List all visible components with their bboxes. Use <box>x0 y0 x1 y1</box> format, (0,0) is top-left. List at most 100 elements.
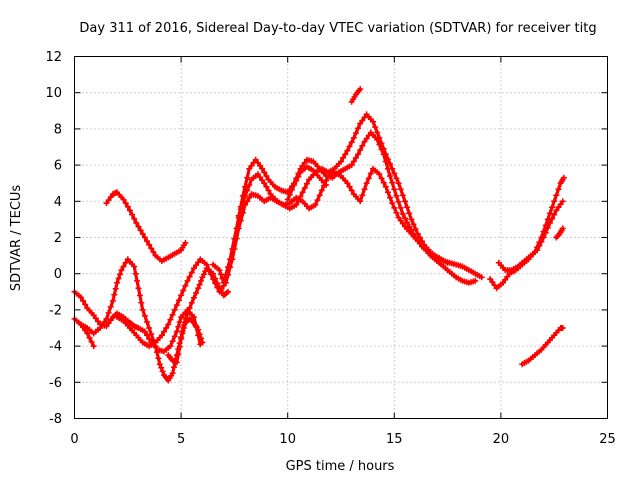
data-point <box>167 316 174 323</box>
data-point <box>137 227 144 234</box>
data-point <box>376 141 383 148</box>
data-point <box>198 335 204 342</box>
data-point <box>118 267 125 274</box>
data-point <box>167 343 174 350</box>
data-point <box>92 315 99 322</box>
data-point <box>135 285 142 292</box>
data-point <box>235 212 242 219</box>
y-tick-label: 12 <box>45 50 62 65</box>
data-point <box>382 158 389 165</box>
data-point <box>135 223 142 230</box>
data-point <box>86 334 93 341</box>
data-point <box>109 297 116 304</box>
data-point <box>138 299 145 306</box>
data-point <box>546 210 553 217</box>
data-point <box>246 194 253 201</box>
data-point <box>489 279 496 286</box>
data-point <box>316 192 323 199</box>
data-point <box>111 291 118 298</box>
data-point <box>323 182 330 188</box>
data-point <box>173 328 180 335</box>
data-point <box>376 171 383 178</box>
data-point <box>84 330 91 337</box>
data-point <box>115 275 122 282</box>
x-axis-label: GPS time / hours <box>286 459 395 474</box>
data-point <box>244 174 251 181</box>
data-point <box>357 198 364 205</box>
data-point <box>205 266 212 273</box>
data-point <box>203 261 210 268</box>
data-point <box>391 204 398 211</box>
data-point <box>303 180 310 187</box>
data-point <box>346 183 353 190</box>
data-point <box>551 198 558 205</box>
data-point <box>196 281 203 288</box>
data-point <box>169 338 176 345</box>
y-tick-label: -8 <box>49 412 62 427</box>
data-point <box>244 187 251 194</box>
x-tick-label: 20 <box>493 432 510 447</box>
data-point <box>122 259 129 266</box>
data-point <box>399 211 406 217</box>
data-point <box>184 277 191 284</box>
data-point <box>107 317 114 324</box>
data-point <box>148 245 155 252</box>
data-point <box>559 325 566 331</box>
data-point <box>265 187 272 194</box>
series-track-6 <box>210 129 451 286</box>
data-point <box>359 142 366 149</box>
data-point <box>136 292 143 299</box>
data-point <box>186 273 193 280</box>
data-point <box>254 171 261 178</box>
data-point <box>178 292 185 299</box>
data-point <box>261 180 268 187</box>
data-point <box>180 287 187 294</box>
data-point <box>393 209 400 216</box>
data-point <box>372 124 379 131</box>
data-point <box>399 192 406 199</box>
data-point <box>156 361 163 368</box>
series-track-5 <box>114 111 485 350</box>
y-tick-label: -4 <box>49 340 62 355</box>
data-point <box>198 277 204 284</box>
data-point <box>112 285 119 292</box>
data-point <box>146 335 153 342</box>
data-point <box>134 277 140 284</box>
data-point <box>299 189 306 196</box>
data-point <box>171 364 177 371</box>
data-point <box>188 269 195 276</box>
data-point <box>355 151 362 158</box>
data-point <box>77 294 84 301</box>
data-point <box>150 249 157 255</box>
x-tick-label: 15 <box>386 432 403 447</box>
series-line <box>115 112 484 348</box>
data-point <box>176 297 182 304</box>
y-axis-label: SDTVAR / TECUs <box>9 185 24 292</box>
series-line <box>104 190 187 263</box>
series-line <box>211 130 450 285</box>
data-point <box>210 276 217 283</box>
x-tick-label: 10 <box>279 432 296 447</box>
data-point <box>551 211 558 218</box>
data-point <box>90 343 97 350</box>
data-point <box>107 303 114 310</box>
data-point <box>367 170 374 177</box>
data-point <box>242 192 249 199</box>
data-point <box>263 183 270 190</box>
series-track-12 <box>495 198 566 274</box>
data-point <box>88 338 95 345</box>
data-point <box>190 294 197 301</box>
data-point <box>361 186 368 193</box>
data-point <box>139 306 146 313</box>
data-point <box>293 201 300 208</box>
data-point <box>350 158 357 165</box>
data-point <box>105 309 112 316</box>
data-point <box>395 180 402 187</box>
data-point <box>404 219 411 226</box>
data-point <box>338 158 344 165</box>
y-tick-label: 0 <box>54 267 62 282</box>
data-point <box>382 183 389 190</box>
data-point <box>178 335 185 342</box>
y-tick-label: 2 <box>54 231 62 246</box>
